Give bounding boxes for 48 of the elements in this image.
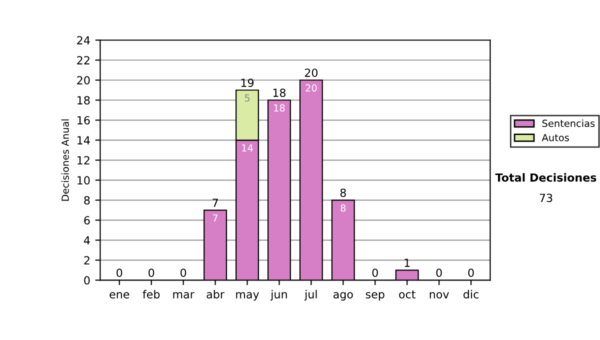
total-label: 8 (340, 188, 346, 197)
y-tick-label: 6 (84, 216, 90, 225)
y-tick-label: 0 (84, 276, 90, 285)
legend-label: Autos (542, 134, 569, 142)
data-label: 7 (212, 214, 218, 222)
total-label: 0 (148, 268, 154, 278)
y-tick-label: 10 (78, 176, 90, 185)
y-tick-label: 20 (77, 76, 90, 85)
y-tick-label: 22 (77, 56, 90, 64)
total-label: 0 (436, 268, 442, 278)
y-tick-label: 8 (84, 196, 90, 205)
total-label: 1 (404, 258, 410, 267)
data-label: 14 (242, 144, 253, 152)
data-label: 5 (244, 94, 250, 102)
total-label: 7 (212, 198, 218, 207)
y-axis-title: Decisiones Anual (61, 119, 69, 201)
x-tick-label: jun (270, 290, 287, 301)
y-tick-label: 14 (78, 136, 90, 144)
x-tick-label: feb (142, 290, 160, 298)
x-tick-label: oct (399, 290, 416, 298)
x-tick-label: dic (464, 290, 478, 298)
total-label: 20 (304, 68, 318, 77)
x-tick-label: ago (333, 292, 353, 301)
x-tick-label: mar (173, 292, 194, 298)
total-label: 0 (372, 268, 378, 278)
data-label: 20 (306, 84, 317, 92)
x-tick-label: nov (430, 292, 449, 298)
x-tick-label: ene (110, 292, 130, 298)
x-tick-label: abr (206, 290, 224, 298)
x-tick-label: jul (304, 290, 317, 301)
data-label: 18 (274, 104, 285, 112)
text: 73 (540, 194, 552, 202)
text: Total Decisiones (495, 173, 596, 182)
y-tick-label: 12 (78, 156, 90, 164)
total-label: 19 (241, 78, 254, 87)
total-label: 0 (468, 268, 474, 278)
total-label: 18 (273, 88, 286, 97)
total-label: 0 (116, 268, 122, 278)
y-tick-label: 18 (78, 96, 90, 105)
x-tick-label: sep (366, 292, 384, 301)
legend-label: Sentencias (542, 119, 595, 128)
y-tick-label: 2 (84, 256, 90, 264)
y-tick-label: 4 (84, 236, 90, 244)
data-label: 8 (340, 204, 346, 212)
total-label: 0 (180, 268, 186, 278)
y-tick-label: 24 (77, 36, 90, 44)
x-tick-label: may (236, 292, 260, 301)
y-tick-label: 16 (78, 116, 90, 125)
